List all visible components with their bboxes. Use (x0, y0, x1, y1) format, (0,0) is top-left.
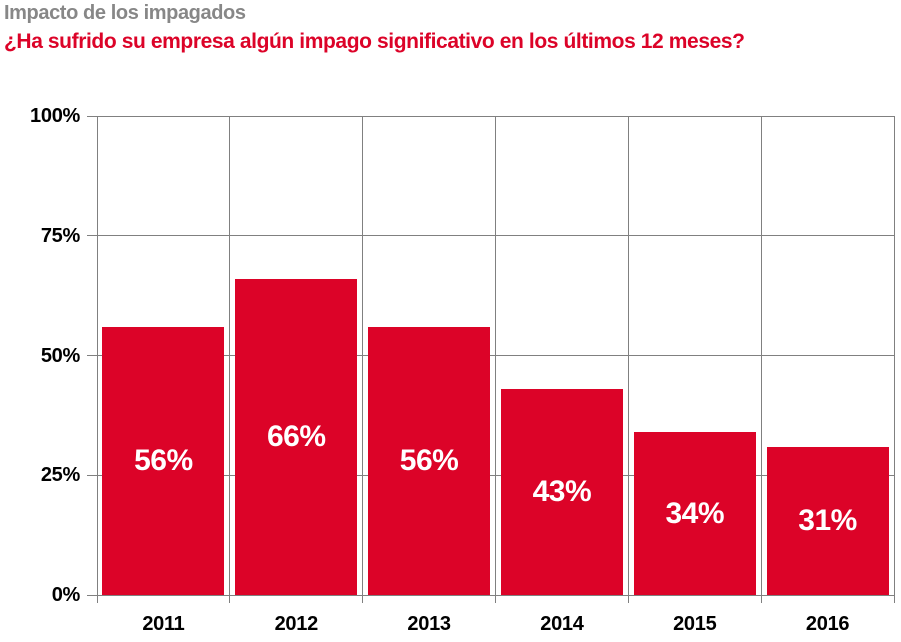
x-tick-label: 2015 (673, 613, 717, 635)
y-axis-tick (87, 594, 97, 596)
bar: 31% (766, 446, 889, 595)
bar-value-label: 34% (665, 496, 725, 530)
x-tick-label: 2016 (805, 613, 850, 635)
bar: 66% (235, 278, 358, 595)
bar-value-label: 56% (134, 443, 193, 477)
bar-value-label: 43% (532, 475, 592, 508)
chart-subtitle: ¿Ha sufrido su empresa algún impago sign… (4, 30, 745, 53)
y-axis-tick (87, 355, 97, 356)
v-gridline (96, 116, 98, 603)
y-tick-label: 25% (40, 464, 80, 487)
bar-value-label: 66% (266, 419, 326, 453)
bar: 56% (102, 326, 225, 595)
chart-title: Impacto de los impagados (4, 2, 246, 24)
v-gridline (229, 116, 231, 603)
x-tick-label: 2013 (407, 613, 451, 635)
v-gridline (760, 116, 762, 603)
y-tick-label: 50% (40, 344, 80, 367)
y-axis-tick (87, 235, 97, 237)
y-tick-label: 75% (40, 224, 80, 247)
plot-area: 0% 25% 50% 75% 100% 56% 2011 66% 2012 56% 2013 43% 2… (30, 106, 895, 635)
y-tick-label: 0% (51, 584, 81, 606)
bar: 56% (368, 326, 491, 595)
x-tick-label: 2012 (274, 613, 319, 635)
x-tick-label: 2011 (142, 613, 185, 635)
y-tick-label: 100% (30, 105, 80, 127)
bar: 34% (633, 432, 756, 595)
v-gridline (893, 116, 895, 603)
x-tick-label: 2014 (540, 613, 584, 635)
v-gridline (495, 116, 496, 603)
y-axis-tick (87, 115, 97, 117)
v-gridline (362, 116, 364, 603)
y-axis-tick (87, 474, 97, 476)
bar: 43% (500, 389, 623, 595)
bar-value-label: 31% (798, 503, 857, 537)
bar-value-label: 56% (399, 443, 459, 477)
v-gridline (627, 116, 629, 603)
